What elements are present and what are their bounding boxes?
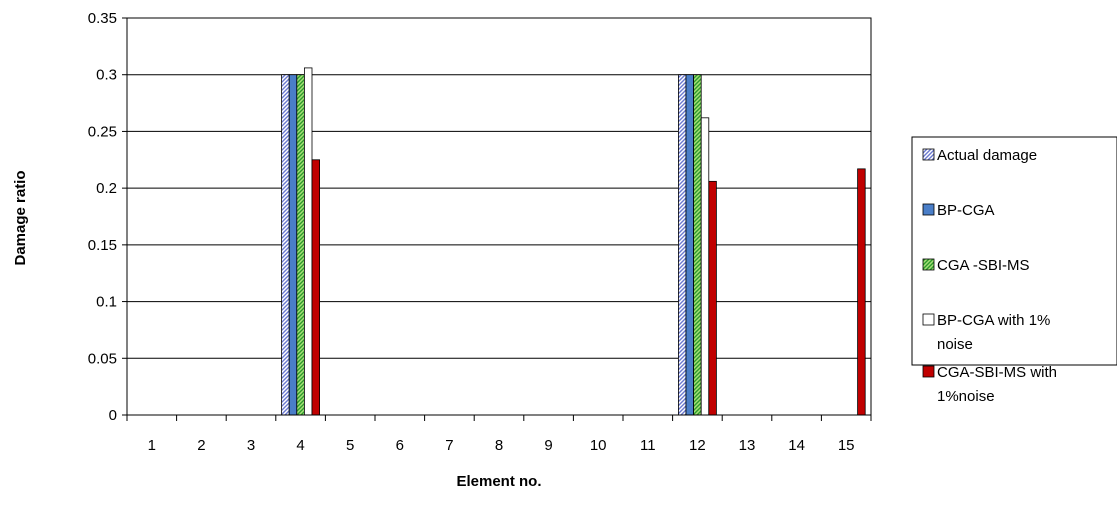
bar	[281, 74, 290, 416]
legend-item: CGA-SBI-MS with 1%noise	[922, 364, 1057, 405]
y-axis-title: Damage ratio	[12, 170, 29, 265]
legend-label: 1%noise	[937, 388, 995, 405]
bar	[685, 74, 694, 416]
bar	[296, 74, 305, 416]
y-tick-label: 0.15	[88, 237, 117, 254]
y-tick-label: 0.05	[88, 350, 117, 367]
x-tick-label: 1	[148, 437, 156, 454]
x-axis-title: Element no.	[456, 473, 541, 490]
legend-items: Actual damage BP-CGA CGA -SBI-MS BP-CGA wit…	[922, 147, 1057, 405]
y-tick-label: 0.35	[88, 10, 117, 27]
legend-label: CGA-SBI-MS with	[937, 364, 1057, 381]
y-tick-label: 0.1	[96, 294, 117, 311]
bar	[708, 180, 717, 416]
legend-item: BP-CGA	[922, 202, 995, 219]
legend-item: BP-CGA with 1% noise	[922, 312, 1050, 353]
x-tick-label: 14	[788, 437, 805, 454]
bar	[700, 117, 710, 416]
x-tick-label: 10	[590, 437, 607, 454]
gridlines	[127, 17, 871, 359]
legend-swatch	[922, 313, 935, 326]
x-tick-label: 13	[739, 437, 756, 454]
y-tick-label: 0.3	[96, 67, 117, 84]
legend-swatch	[922, 203, 935, 216]
x-tick-label: 8	[495, 437, 503, 454]
y-ticks	[122, 17, 127, 416]
x-tick-label: 7	[445, 437, 453, 454]
y-tick-label: 0.2	[96, 180, 117, 197]
bars	[281, 67, 866, 416]
bar	[678, 74, 687, 416]
legend-swatch	[922, 365, 935, 378]
bar	[303, 67, 313, 416]
x-tick-label: 15	[838, 437, 855, 454]
x-tick-labels: 1 2 3 4 5 6 7 8 9 10 11 12 13 14 15	[148, 437, 855, 454]
legend-frame	[911, 136, 1117, 366]
x-tick-label: 2	[197, 437, 205, 454]
x-tick-label: 11	[640, 437, 656, 454]
bar	[857, 168, 866, 416]
legend: Actual damage BP-CGA CGA -SBI-MS BP-CGA wit…	[911, 136, 1117, 405]
x-tick-label: 9	[544, 437, 552, 454]
bar	[288, 74, 298, 416]
bar	[693, 74, 702, 416]
x-tick-label: 5	[346, 437, 354, 454]
plot-frame	[126, 17, 872, 416]
x-tick-label: 12	[689, 437, 706, 454]
legend-label: noise	[937, 336, 973, 353]
y-tick-label: 0	[109, 407, 117, 424]
x-tick-label: 4	[296, 437, 304, 454]
legend-label: BP-CGA	[937, 202, 995, 219]
y-tick-labels: 0 0.05 0.1 0.15 0.2 0.25 0.3 0.35	[88, 10, 117, 424]
legend-label: BP-CGA with 1%	[937, 312, 1050, 329]
legend-item: Actual damage	[922, 147, 1037, 164]
x-tick-label: 6	[396, 437, 404, 454]
y-tick-label: 0.25	[88, 123, 117, 140]
bar	[311, 159, 320, 416]
plot-area: 1 2 3 4 5 6 7 8 9 10 11 12 13 14 15 00.050.10.150.20.2…	[88, 10, 872, 454]
legend-swatch	[922, 258, 935, 271]
legend-item: CGA -SBI-MS	[922, 257, 1030, 274]
x-ticks	[126, 415, 872, 421]
legend-label: CGA -SBI-MS	[937, 257, 1030, 274]
x-tick-label: 3	[247, 437, 255, 454]
legend-label: Actual damage	[937, 147, 1037, 164]
legend-swatch	[922, 148, 935, 161]
